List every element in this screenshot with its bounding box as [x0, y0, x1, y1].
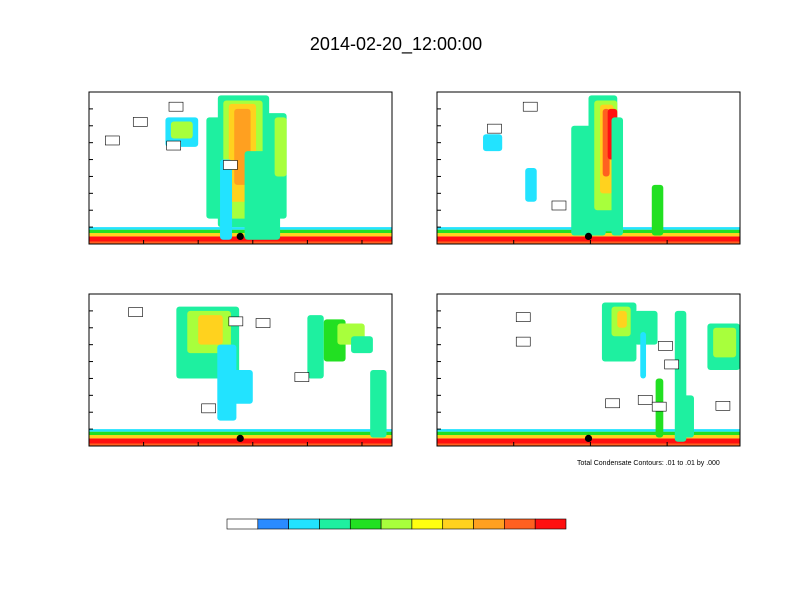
tracer-plume-9 [682, 395, 694, 438]
colorbar-swatch-6 [411, 518, 444, 530]
tracer-plume-7 [483, 134, 503, 152]
boundary-layer-band-4 [437, 429, 740, 432]
tracer-plume-9 [170, 121, 193, 139]
footnote: Total Condensate Contours: .01 to .01 by… [577, 460, 720, 467]
tracer-plume-7 [274, 117, 287, 177]
colorbar-swatch-2 [288, 518, 320, 530]
boundary-layer-band-4 [89, 429, 392, 432]
contour-label-box [128, 307, 143, 317]
boundary-layer-band-3 [437, 431, 740, 436]
boundary-layer-band-3 [89, 229, 392, 234]
tracer-plume-8 [525, 168, 537, 202]
tracer-plume-4 [220, 370, 253, 404]
axes-frame [88, 293, 393, 447]
colorbar [226, 518, 567, 530]
tracer-plume-2 [617, 310, 627, 328]
axes-frame [88, 91, 393, 245]
contour-label-box [637, 395, 653, 405]
contour-label-box [223, 160, 238, 170]
panel-sw-ne [436, 91, 741, 245]
contour-label-box [551, 200, 567, 211]
tracer-plume-6 [611, 117, 624, 236]
location-marker [236, 232, 244, 240]
contour-label-box [105, 135, 120, 146]
contour-label-box [664, 359, 679, 370]
contour-label-box [651, 401, 667, 412]
tracer-plume-10 [220, 159, 233, 240]
contour-label-box [487, 123, 502, 134]
colorbar-swatch-1 [257, 518, 289, 530]
contour-label-box [166, 140, 181, 151]
boundary-layer-band-3 [89, 431, 392, 436]
location-marker [236, 434, 244, 442]
contour-label-box [658, 341, 673, 351]
location-marker [584, 232, 593, 240]
colorbar-swatch-10 [534, 518, 567, 530]
contour-label-box [715, 401, 731, 411]
tracer-plume-5 [307, 315, 324, 379]
colorbar-swatch-5 [380, 518, 413, 530]
tracer-plume-9 [370, 370, 387, 438]
contour-label-box [522, 101, 538, 112]
panel-south-north [88, 91, 393, 245]
figure-title: 2014-02-20_12:00:00 [310, 34, 482, 55]
contour-label-box [255, 318, 271, 328]
plot-area [437, 294, 740, 446]
contour-label-box [605, 398, 620, 409]
colorbar-swatch-4 [349, 518, 382, 530]
boundary-layer-band-4 [89, 227, 392, 230]
colorbar-swatch-9 [504, 518, 536, 530]
panel-west-east [88, 293, 393, 447]
tracer-plume-9 [651, 184, 664, 236]
colorbar-swatch-3 [319, 518, 351, 530]
location-marker [584, 434, 593, 442]
tracer-plume-8 [351, 336, 373, 354]
axes-frame [436, 293, 741, 447]
tracer-field [89, 95, 392, 244]
colorbar-swatch-0 [226, 518, 259, 530]
tracer-plume-7 [640, 332, 647, 379]
colorbar-swatch-8 [473, 518, 505, 530]
contour-label-box [515, 312, 531, 322]
contour-label-box [228, 316, 244, 327]
axes-frame [436, 91, 741, 245]
colorbar-swatch-7 [442, 518, 474, 530]
panel-nw-se [436, 293, 741, 447]
tracer-field [437, 95, 740, 244]
contour-label-box [168, 101, 184, 112]
tracer-plume-2 [198, 315, 223, 345]
tracer-plume-6 [713, 327, 737, 358]
contour-label-box [201, 403, 216, 414]
contour-label-box [515, 336, 531, 347]
contour-label-box [294, 372, 310, 382]
contour-label-box [132, 117, 148, 127]
